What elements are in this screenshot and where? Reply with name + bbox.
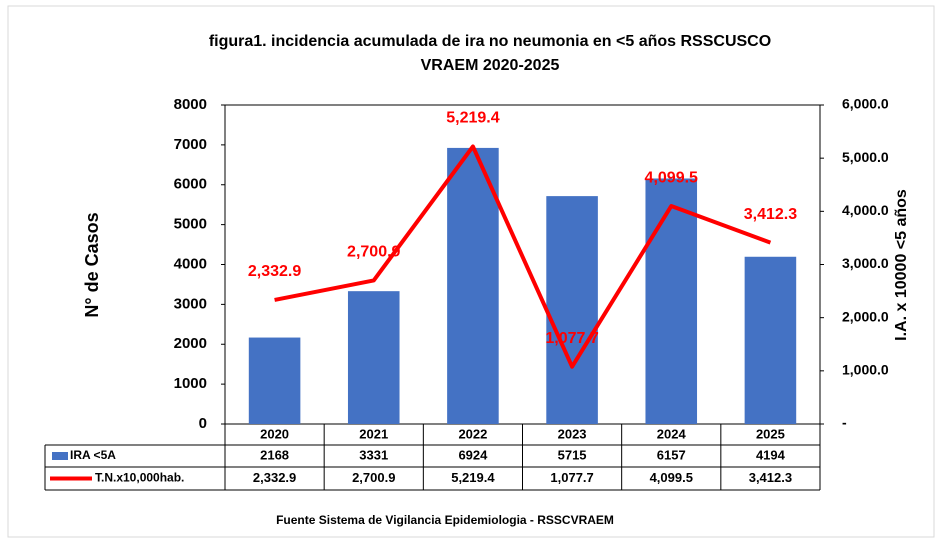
data-label: 5,219.4 xyxy=(446,110,499,127)
source-note: Fuente Sistema de Vigilancia Epidemiolog… xyxy=(276,513,614,527)
x-tick-label: 2025 xyxy=(756,426,785,441)
table-cell: 5715 xyxy=(558,447,587,462)
legend-label: T.N.x10,000hab. xyxy=(95,471,184,485)
x-tick-label: 2021 xyxy=(359,426,388,441)
table-cell: 2,332.9 xyxy=(253,470,296,485)
y2-tick-label: - xyxy=(842,415,847,431)
bar xyxy=(645,178,698,424)
table-cell: 3331 xyxy=(359,447,388,462)
bar xyxy=(744,256,797,424)
table-cell: 4194 xyxy=(756,447,786,462)
y-tick-label: 0 xyxy=(199,415,207,432)
x-tick-label: 2022 xyxy=(458,426,487,441)
x-tick-label: 2023 xyxy=(558,426,587,441)
y-tick-label: 4000 xyxy=(174,255,207,272)
y2-axis-label: I.A. x 10000 <5 años xyxy=(893,189,910,341)
table-cell: 6157 xyxy=(657,447,686,462)
y2-tick-label: 2,000.0 xyxy=(842,308,889,324)
table-cell: 1,077.7 xyxy=(550,470,593,485)
x-tick-label: 2024 xyxy=(657,426,687,441)
data-label: 3,412.3 xyxy=(744,206,797,223)
chart-title: VRAEM 2020-2025 xyxy=(421,57,560,74)
y-tick-label: 6000 xyxy=(174,176,207,193)
bar xyxy=(347,291,400,424)
y2-tick-label: 3,000.0 xyxy=(842,255,889,271)
table-cell: 2,700.9 xyxy=(352,470,395,485)
data-label: 1,077.7 xyxy=(545,330,598,347)
y-tick-label: 8000 xyxy=(174,96,207,113)
data-label: 4,099.5 xyxy=(645,169,698,186)
y-tick-label: 2000 xyxy=(174,335,207,352)
table-cell: 3,412.3 xyxy=(749,470,792,485)
line-series xyxy=(274,144,772,369)
y-tick-label: 7000 xyxy=(174,136,207,153)
bar xyxy=(546,196,598,424)
y-tick-label: 5000 xyxy=(174,216,207,233)
y2-tick-label: 5,000.0 xyxy=(842,149,889,165)
y2-tick-label: 4,000.0 xyxy=(842,202,889,218)
data-label: 2,700.9 xyxy=(347,244,400,261)
legend-swatch xyxy=(52,452,68,460)
table-cell: 6924 xyxy=(458,447,488,462)
y-axis-label: N° de Casos xyxy=(82,212,102,317)
bar xyxy=(248,337,301,424)
table-cell: 2168 xyxy=(260,447,289,462)
y2-tick-label: 1,000.0 xyxy=(842,362,889,378)
data-label: 2,332.9 xyxy=(248,263,301,280)
table-cell: 4,099.5 xyxy=(650,470,693,485)
y-tick-label: 3000 xyxy=(174,295,207,312)
y2-tick-label: 6,000.0 xyxy=(842,96,889,112)
x-tick-label: 2020 xyxy=(260,426,289,441)
y-tick-label: 1000 xyxy=(174,375,207,392)
chart-title: figura1. incidencia acumulada de ira no … xyxy=(209,33,771,50)
legend-label: IRA <5A xyxy=(70,448,116,462)
bar xyxy=(447,147,499,424)
table-cell: 5,219.4 xyxy=(451,470,495,485)
